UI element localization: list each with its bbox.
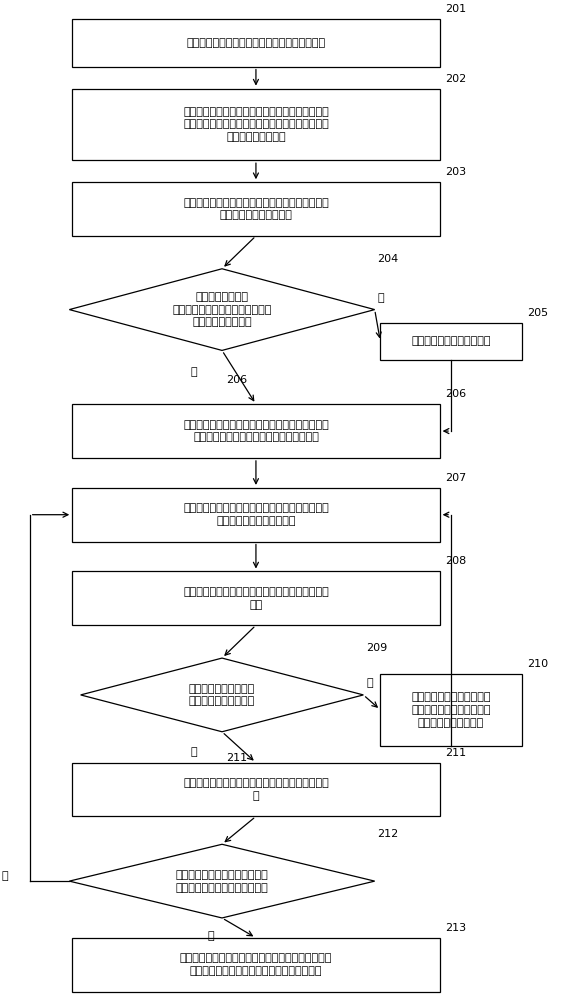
FancyBboxPatch shape <box>72 182 440 236</box>
Polygon shape <box>69 269 375 350</box>
Text: 208: 208 <box>445 556 467 566</box>
Text: 206: 206 <box>445 389 467 399</box>
FancyBboxPatch shape <box>72 19 440 67</box>
FancyBboxPatch shape <box>381 323 522 360</box>
FancyBboxPatch shape <box>72 89 440 160</box>
FancyBboxPatch shape <box>381 674 522 746</box>
Polygon shape <box>69 844 375 918</box>
Text: 202: 202 <box>445 74 467 84</box>
FancyBboxPatch shape <box>72 571 440 625</box>
FancyBboxPatch shape <box>72 488 440 542</box>
Text: 是: 是 <box>191 747 197 757</box>
Text: 平板电脑输出上述其中一个学习关卡的学习界面，
该学习界面包括虚拟怪物以及多个虚拟布丁: 平板电脑输出上述其中一个学习关卡的学习界面， 该学习界面包括虚拟怪物以及多个虚拟… <box>183 420 329 442</box>
Text: 203: 203 <box>445 167 467 177</box>
Text: 是: 是 <box>208 931 215 941</box>
Text: 平板电脑输出错误操作的语
音提示以及虚拟怪物吃到错
误虚拟布丁的动画反馈: 平板电脑输出错误操作的语 音提示以及虚拟怪物吃到错 误虚拟布丁的动画反馈 <box>412 692 491 728</box>
Text: 212: 212 <box>378 829 399 839</box>
Text: 平板电脑输出虚拟怪物吃到正确虚拟布丁的动画反
馈: 平板电脑输出虚拟怪物吃到正确虚拟布丁的动画反 馈 <box>183 778 329 801</box>
Text: 213: 213 <box>445 923 467 933</box>
Text: 平板电脑确定用户闯关成功上述其中一个学习关卡，
并给予用户针对上述多个虚拟布丁的装扮奖励: 平板电脑确定用户闯关成功上述其中一个学习关卡， 并给予用户针对上述多个虚拟布丁的… <box>180 953 332 976</box>
Text: 211: 211 <box>227 753 247 763</box>
Text: 201: 201 <box>445 4 467 14</box>
Text: 否: 否 <box>2 871 8 881</box>
Text: 206: 206 <box>227 375 247 385</box>
Text: 204: 204 <box>378 254 399 264</box>
Text: 平板电脑控制虚拟怪物吞咽获取到的上述目标虚拟
布丁: 平板电脑控制虚拟怪物吞咽获取到的上述目标虚拟 布丁 <box>183 587 329 610</box>
Text: 平板电脑判断是否
首次接收到针对上述其中一个学习
关卡的第二启动指令: 平板电脑判断是否 首次接收到针对上述其中一个学习 关卡的第二启动指令 <box>172 292 272 327</box>
Text: 否: 否 <box>191 367 197 377</box>
Text: 205: 205 <box>528 308 549 318</box>
Polygon shape <box>80 658 363 732</box>
Text: 是: 是 <box>378 293 384 303</box>
Text: 平板电脑判断获取到的
目标虚拟布丁是否正确: 平板电脑判断获取到的 目标虚拟布丁是否正确 <box>189 684 255 706</box>
Text: 209: 209 <box>366 643 387 653</box>
FancyBboxPatch shape <box>72 763 440 816</box>
Text: 平板电脑接收用户针对学习应用的第一启动指令: 平板电脑接收用户针对学习应用的第一启动指令 <box>187 38 325 48</box>
FancyBboxPatch shape <box>72 404 440 458</box>
Text: 210: 210 <box>528 659 549 669</box>
Text: 否: 否 <box>366 678 373 688</box>
Text: 平板电脑根据上述第一启动指令输出学习模块选择
界面，并根据用户选择的学习模块输出该学习模块
对应的多个学习关卡: 平板电脑根据上述第一启动指令输出学习模块选择 界面，并根据用户选择的学习模块输出… <box>183 107 329 142</box>
Text: 平板电脑接收针对用户选择的学习模块中其中一个
学习关卡的第二启动指令: 平板电脑接收针对用户选择的学习模块中其中一个 学习关卡的第二启动指令 <box>183 198 329 220</box>
Text: 211: 211 <box>445 748 467 758</box>
Text: 平板电脑获取用户根据上述学习界面中的多个虚拟
布丁确定出的目标虚拟布丁: 平板电脑获取用户根据上述学习界面中的多个虚拟 布丁确定出的目标虚拟布丁 <box>183 503 329 526</box>
Text: 平板电脑判断是否在预设时间内
闯关成功上述其中一个学习关卡: 平板电脑判断是否在预设时间内 闯关成功上述其中一个学习关卡 <box>176 870 269 893</box>
Text: 平板电脑输出操作提示信息: 平板电脑输出操作提示信息 <box>412 336 491 346</box>
FancyBboxPatch shape <box>72 938 440 992</box>
Text: 207: 207 <box>445 473 467 483</box>
